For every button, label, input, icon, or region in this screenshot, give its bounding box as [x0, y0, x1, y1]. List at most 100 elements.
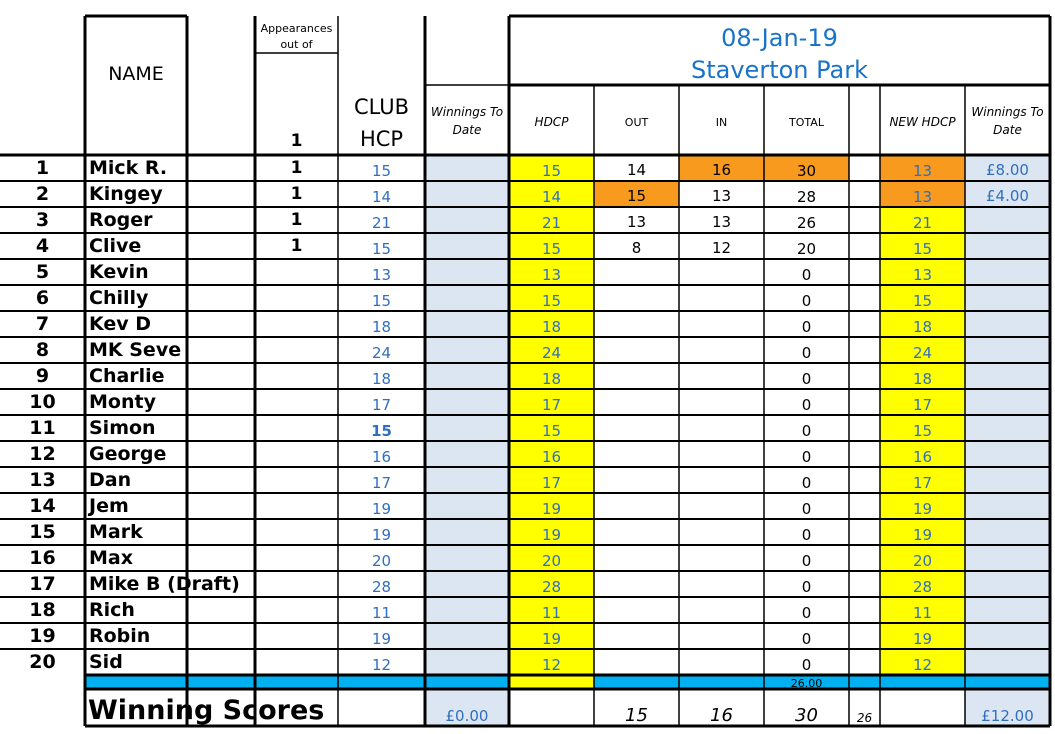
club-hcp-cell: 18: [372, 370, 391, 388]
new-hdcp-cell-fill: [880, 363, 965, 389]
new-hdcp-cell-fill: [880, 441, 965, 467]
club-hcp-cell: 15: [371, 422, 392, 440]
hdcp-cell: 28: [542, 578, 561, 596]
row-number: 14: [29, 495, 55, 517]
out-cell: 8: [632, 239, 642, 257]
row-number: 7: [36, 313, 49, 335]
new-hdcp-cell: 13: [913, 188, 932, 206]
new-hdcp-cell-fill: [880, 649, 965, 675]
total-cell: 0: [802, 396, 812, 414]
winnings2-cell-fill: [965, 233, 1050, 259]
row-number: 8: [36, 339, 49, 361]
player-name: Kevin: [89, 261, 149, 283]
player-name: Simon: [89, 417, 156, 439]
winnings2-cell-fill: [965, 389, 1050, 415]
new-hdcp-cell-fill: [880, 285, 965, 311]
hdcp-cell: 15: [542, 422, 561, 440]
row-number: 12: [29, 443, 55, 465]
winnings2-cell-fill: [965, 649, 1050, 675]
winnings-cell-fill: [425, 337, 509, 363]
out-cell: 13: [627, 213, 646, 231]
player-name: Roger: [89, 209, 153, 231]
winnings2-cell-fill: [965, 415, 1050, 441]
player-name: Clive: [89, 235, 141, 257]
total-cell: 0: [802, 630, 812, 648]
hdcp-cell: 19: [542, 630, 561, 648]
winnings-cell-fill: [425, 363, 509, 389]
winnings-cell-fill: [425, 207, 509, 233]
winnings2-header-2: Date: [993, 123, 1022, 137]
club-hcp-cell: 12: [372, 656, 391, 674]
winnings-cell-fill: [425, 649, 509, 675]
winnings2-cell-fill: [965, 519, 1050, 545]
club-hcp-cell: 15: [372, 162, 391, 180]
hdcp-cell-fill: [509, 649, 594, 675]
new-hdcp-cell: 13: [913, 266, 932, 284]
club-hcp-cell: 19: [372, 630, 391, 648]
winnings-cell-fill: [425, 285, 509, 311]
new-hdcp-cell-fill: [880, 597, 965, 623]
hdcp-cell-fill: [509, 623, 594, 649]
out-cell: 15: [627, 187, 646, 205]
new-hdcp-cell-fill: [880, 181, 965, 207]
winnings-cell-fill: [425, 467, 509, 493]
hdcp-cell-fill: [509, 597, 594, 623]
total-cell: 0: [802, 318, 812, 336]
player-name: Rich: [89, 599, 135, 621]
player-name: Charlie: [89, 365, 165, 387]
winnings-cell-fill: [425, 415, 509, 441]
appearances-cell: 1: [291, 158, 303, 178]
new-hdcp-cell: 18: [913, 318, 932, 336]
appearances-header-2: out of: [280, 38, 313, 51]
club-hcp-cell: 14: [372, 188, 391, 206]
winnings-to-date-cell: £4.00: [986, 187, 1029, 205]
winnings-cell-fill: [425, 389, 509, 415]
new-hdcp-cell: 13: [913, 162, 932, 180]
hdcp-cell: 15: [542, 292, 561, 310]
total-cell: 20: [797, 240, 816, 258]
hdcp-cell-fill: [509, 493, 594, 519]
winnings-cell-fill: [425, 155, 509, 181]
footer-winnings-total: £0.00: [446, 707, 489, 725]
player-name: Robin: [89, 625, 150, 647]
total-cell: 0: [802, 292, 812, 310]
club-hcp-cell: 16: [372, 448, 391, 466]
hdcp-cell: 19: [542, 500, 561, 518]
footer-winnings2-total: £12.00: [981, 707, 1034, 725]
hdcp-cell: 21: [542, 214, 561, 232]
new-hdcp-cell: 17: [913, 474, 932, 492]
winnings-cell-fill: [425, 259, 509, 285]
winnings2-header: Winnings To: [971, 105, 1043, 119]
new-hdcp-cell-fill: [880, 467, 965, 493]
hdcp-cell: 17: [542, 474, 561, 492]
winnings2-cell-fill: [965, 545, 1050, 571]
hdcp-cell-fill: [509, 363, 594, 389]
club-header: CLUB: [354, 95, 409, 119]
player-name: Sid: [89, 651, 123, 673]
winnings-cell-fill: [425, 493, 509, 519]
total-cell: 0: [802, 656, 812, 674]
hdcp-cell: 19: [542, 526, 561, 544]
footer-extra: 26: [857, 711, 873, 725]
row-number: 15: [29, 521, 55, 543]
total-cell: 0: [802, 578, 812, 596]
new-hdcp-cell-fill: [880, 623, 965, 649]
hdcp-cell-fill: [509, 285, 594, 311]
totals-band-hdcp: [509, 675, 594, 689]
hdcp-cell-fill: [509, 259, 594, 285]
in-highlight: [679, 155, 764, 181]
winnings2-cell-fill: [965, 363, 1050, 389]
row-number: 13: [29, 469, 55, 491]
club-hcp-cell: 24: [372, 344, 391, 362]
total-cell: 0: [802, 474, 812, 492]
row-number: 4: [36, 235, 49, 257]
total-cell: 26: [797, 214, 816, 232]
new-hdcp-cell-fill: [880, 337, 965, 363]
hdcp-cell-fill: [509, 233, 594, 259]
winnings2-cell-fill: [965, 467, 1050, 493]
winnings2-cell-fill: [965, 337, 1050, 363]
winnings2-cell-fill: [965, 155, 1050, 181]
winnings2-cell-fill: [965, 311, 1050, 337]
club-hcp-cell: 20: [372, 552, 391, 570]
row-number: 17: [29, 573, 55, 595]
